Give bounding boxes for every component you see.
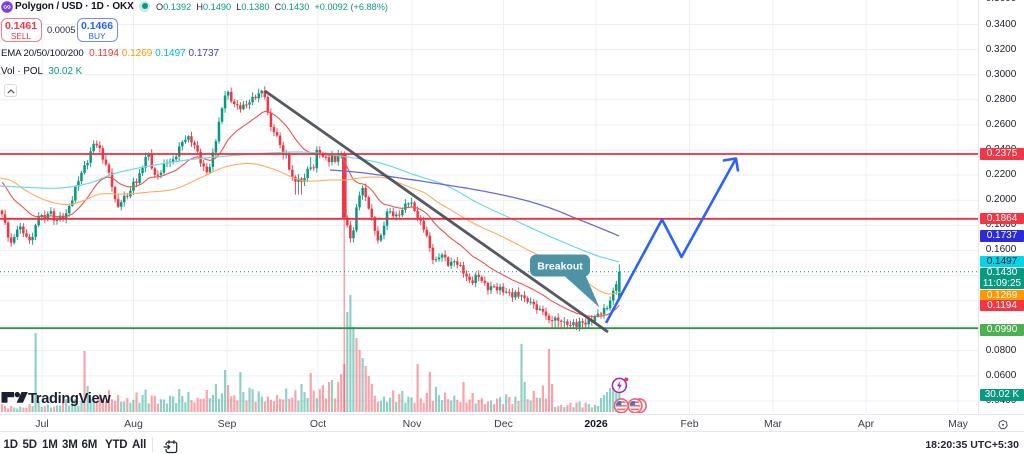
svg-text:TradingView: TradingView: [28, 391, 111, 407]
svg-text:Breakout: Breakout: [537, 261, 583, 273]
